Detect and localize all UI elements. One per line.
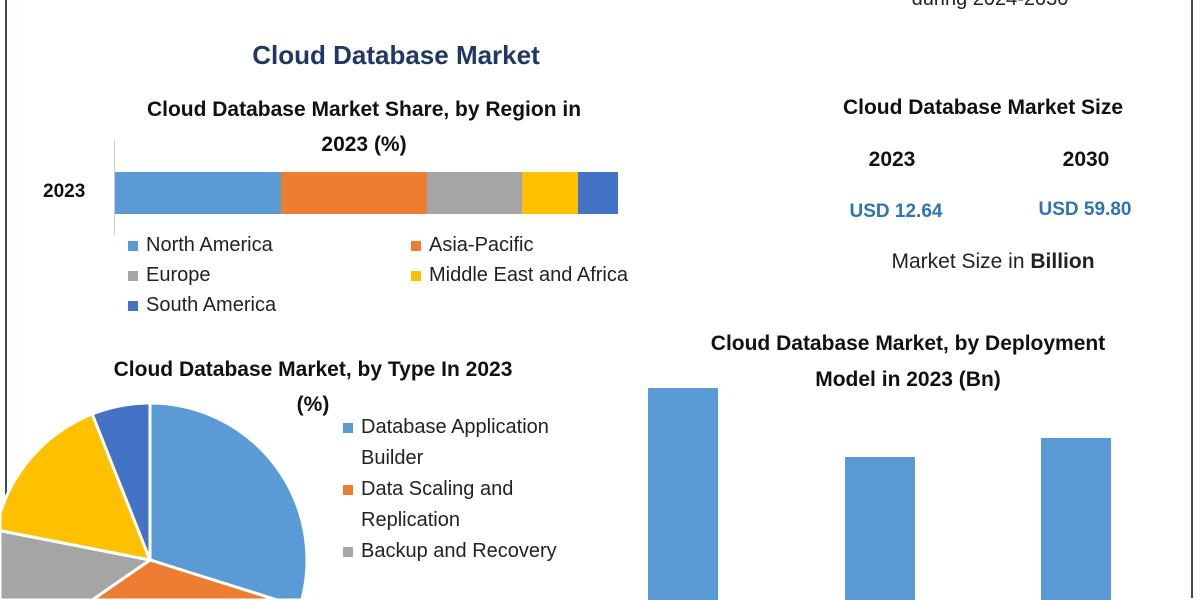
year-2030: 2030 [1062, 148, 1110, 171]
region-axis [114, 140, 115, 235]
pie-legend-line: Database Application [343, 412, 557, 443]
legend-label: Middle East and Africa [429, 264, 628, 286]
pie-slice-1 [89, 558, 278, 600]
value-2023: USD 12.64 [849, 201, 943, 222]
unit-prefix: Market Size in [891, 250, 1031, 273]
type-chart-title-2: (%) [296, 393, 330, 416]
region-segment-3 [522, 172, 578, 214]
market-size-title: Cloud Database Market Size [842, 96, 1124, 119]
pie-slice-0 [148, 401, 309, 600]
pie-slice-4 [90, 401, 152, 561]
pie-slice-2 [0, 529, 154, 600]
deployment-chart-title-2: Model in 2023 (Bn) [815, 368, 1001, 391]
legend-item: Europe [128, 264, 411, 287]
legend-label: Data Scaling and [361, 478, 514, 500]
value-2030: USD 59.80 [1038, 199, 1132, 220]
deployment-bar-2 [1041, 438, 1111, 600]
region-segment-4 [577, 172, 618, 214]
legend-label: Database Application [361, 416, 549, 438]
legend-label: Replication [361, 509, 460, 531]
legend-label: Asia-Pacific [429, 234, 534, 256]
legend-swatch [128, 240, 138, 251]
region-segment-2 [426, 172, 523, 214]
legend-item: South America [128, 294, 411, 317]
legend-swatch [411, 270, 421, 281]
pie-legend-line: Data Scaling and [343, 474, 557, 505]
legend-item: North America [128, 234, 411, 257]
legend-swatch [343, 546, 353, 557]
pie-legend-line: Backup and Recovery [343, 536, 557, 567]
deployment-bar-chart [648, 388, 1111, 600]
region-category-label: 2023 [43, 181, 86, 202]
legend-label: Builder [361, 447, 424, 469]
deployment-chart-title: Cloud Database Market, by Deployment [710, 332, 1106, 355]
pie-legend-line: Replication [343, 505, 557, 536]
legend-label: Backup and Recovery [361, 540, 557, 562]
region-segment-1 [280, 172, 427, 214]
legend-swatch [343, 484, 353, 495]
legend-swatch [128, 300, 138, 311]
legend-swatch [128, 270, 138, 281]
region-legend: North America Asia-Pacific Europe Middle Ea… [128, 234, 668, 317]
region-chart-title: Cloud Database Market Share, by Region i… [146, 98, 582, 121]
type-legend: Database Application Builder Data Scaling … [343, 412, 557, 567]
legend-label: North America [146, 234, 273, 256]
region-stacked-bar [115, 172, 618, 214]
unit-bold: Billion [1030, 250, 1095, 273]
legend-label: Europe [146, 264, 211, 286]
year-2023: 2023 [868, 148, 916, 171]
pie-slice-3 [0, 412, 153, 562]
legend-item: Middle East and Africa [411, 264, 671, 287]
type-pie-chart [0, 401, 309, 600]
type-chart-title: Cloud Database Market, by Type In 2023 [113, 358, 513, 381]
legend-item: Asia-Pacific [411, 234, 671, 257]
region-chart-title-2: 2023 (%) [321, 133, 407, 156]
legend-swatch [411, 240, 421, 251]
legend-swatch [343, 422, 353, 433]
pie-legend-line: Builder [343, 443, 557, 474]
infographic-frame [5, 0, 1193, 598]
deployment-bar-1 [845, 457, 915, 600]
market-size-unit: Market Size in Billion [891, 250, 1094, 274]
deployment-bar-0 [648, 388, 718, 600]
page-title: Cloud Database Market [252, 40, 540, 70]
legend-label: South America [146, 294, 277, 316]
top-note: during 2024-2030 [912, 0, 1069, 11]
region-segment-0 [115, 172, 281, 214]
